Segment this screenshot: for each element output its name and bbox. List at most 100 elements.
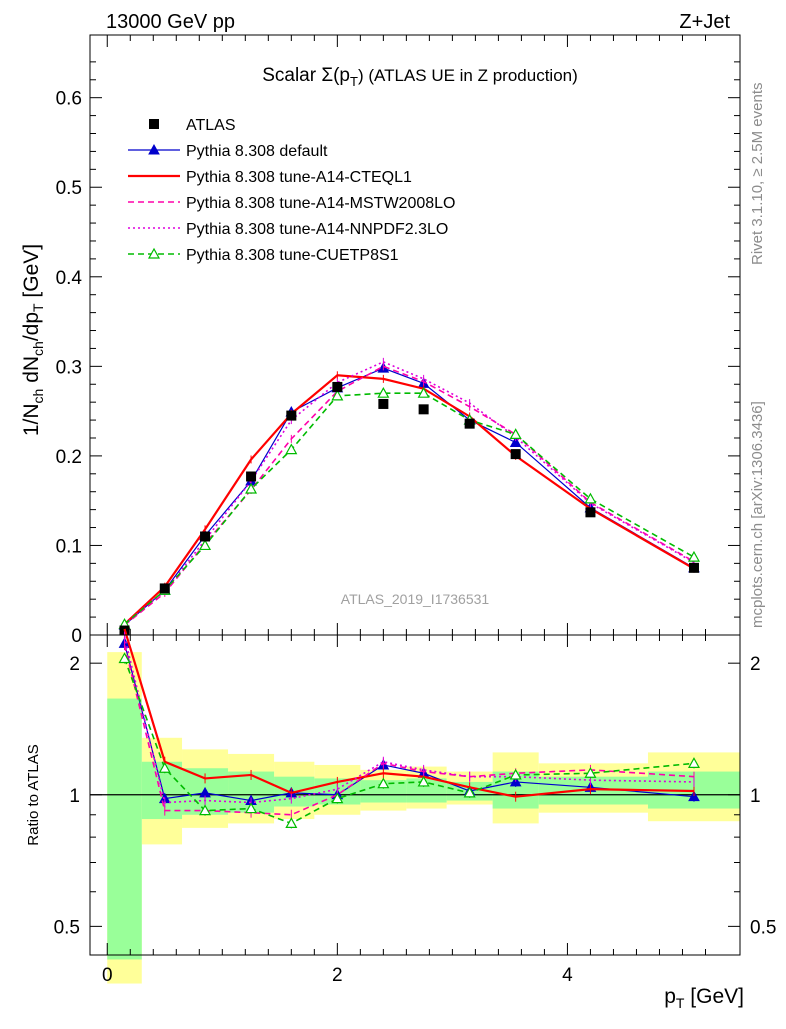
ratio-5-point-2 bbox=[158, 762, 171, 773]
y-tick-label: 0.5 bbox=[56, 178, 82, 199]
ratio-5-point-8 bbox=[417, 775, 430, 787]
series-5-point-12 bbox=[687, 550, 701, 562]
ylabel-part-4: ch bbox=[30, 341, 46, 356]
band-green-1 bbox=[107, 698, 142, 960]
ratio-5-point-5 bbox=[285, 817, 298, 829]
ratio-5-point-6 bbox=[331, 792, 344, 804]
band-green-7 bbox=[360, 780, 407, 803]
ratio-y-tick-label-right: 2 bbox=[750, 654, 761, 675]
ratio-line-2 bbox=[123, 628, 695, 798]
ratio-y-tick-label: 2 bbox=[69, 654, 80, 675]
chart-title-sub: T bbox=[350, 74, 358, 89]
y-tick-label: 0.3 bbox=[56, 357, 82, 378]
rivet-label: Rivet 3.1.10, ≥ 2.5M events bbox=[749, 83, 766, 266]
ratio-plot-panel: 0.5 1 2 0.5 1 2 0 2 4 Ratio to ATLAS pT [GeV] bbox=[25, 628, 776, 1011]
ratio-5-point-4 bbox=[245, 802, 258, 814]
atlas-point-10 bbox=[510, 449, 521, 460]
header-left: 13000 GeV pp bbox=[106, 11, 235, 33]
main-plot-content bbox=[118, 357, 701, 636]
x-tick-label: 4 bbox=[562, 965, 573, 986]
legend: ATLAS Pythia 8.308 default Pythia 8.308 tu… bbox=[128, 117, 455, 264]
ylabel-part-6: T bbox=[30, 303, 46, 312]
ratio-y-tick-labels-right: 0.5 1 2 bbox=[750, 654, 776, 938]
series-5-point-7 bbox=[377, 386, 390, 398]
atlas-point-3 bbox=[200, 531, 211, 542]
ratio-y-tick-label-right: 1 bbox=[750, 786, 761, 807]
ylabel-part-1: 1/N bbox=[20, 403, 43, 436]
series-5-point-11 bbox=[584, 492, 597, 504]
series-line-3 bbox=[124, 365, 695, 626]
x-tick-label: 2 bbox=[332, 965, 343, 986]
legend-label-2: Pythia 8.308 tune-A14-CTEQL1 bbox=[186, 169, 412, 186]
ratio-y-tick-label-right: 0.5 bbox=[750, 917, 776, 938]
x-tick-labels: 0 2 4 bbox=[102, 965, 573, 986]
legend-label-1: Pythia 8.308 default bbox=[186, 143, 328, 160]
atlas-point-5 bbox=[286, 410, 297, 421]
atlas-point-8 bbox=[418, 404, 429, 415]
ratio-plot-content bbox=[90, 628, 740, 984]
atlas-point-4 bbox=[246, 471, 257, 482]
series-5-point-8 bbox=[417, 386, 430, 398]
analysis-id: ATLAS_2019_I1736531 bbox=[341, 591, 490, 607]
ratio-y-tick-labels: 0.5 1 2 bbox=[54, 654, 80, 938]
xlabel-main: p bbox=[664, 985, 676, 1008]
ratio-y-tick-label: 1 bbox=[69, 786, 80, 807]
y-tick-label: 0.4 bbox=[56, 268, 83, 289]
y-tick-label: 0.2 bbox=[56, 447, 82, 468]
x-axis-label: pT [GeV] bbox=[664, 985, 744, 1011]
main-plot-panel: 00.10.20.30.40.50.6 Scalar Σ(pT) (ATLAS … bbox=[20, 34, 741, 647]
main-y-tick-labels: 0 0.1 0.2 0.3 0.4 0.5 0.6 bbox=[56, 89, 83, 647]
ratio-y-tick-label: 0.5 bbox=[54, 917, 80, 938]
series-line-2 bbox=[123, 374, 695, 626]
atlas-point-9 bbox=[464, 418, 475, 429]
legend-label-3: Pythia 8.308 tune-A14-MSTW2008LO bbox=[186, 195, 455, 212]
ratio-5-point-9 bbox=[463, 786, 476, 798]
y-tick-label: 0.1 bbox=[56, 536, 82, 557]
legend-marker-atlas bbox=[149, 119, 159, 129]
header-right: Z+Jet bbox=[679, 11, 730, 33]
y-axis-label: 1/Nch dNch/dpT [GeV] bbox=[20, 244, 46, 436]
atlas-point-7 bbox=[378, 398, 389, 409]
xlabel-tail: [GeV] bbox=[684, 985, 744, 1008]
ratio-plot-ticks bbox=[90, 635, 740, 955]
legend-marker-5 bbox=[147, 247, 161, 259]
series-5-point-6 bbox=[331, 389, 344, 401]
ratio-5-point-11 bbox=[584, 767, 597, 778]
ratio-y-axis-label: Ratio to ATLAS bbox=[25, 744, 42, 845]
x-tick-label: 0 bbox=[102, 965, 113, 986]
ratio-line-4 bbox=[123, 636, 694, 804]
chart-title-main: Scalar Σ(p bbox=[262, 65, 350, 86]
series-line-1 bbox=[124, 367, 695, 626]
ylabel-part-7: [GeV] bbox=[20, 244, 43, 304]
ylabel-part-3: dN bbox=[20, 356, 43, 389]
series-1-point-10 bbox=[509, 436, 522, 447]
ratio-line-3 bbox=[123, 644, 695, 816]
series-5-point-3 bbox=[199, 539, 212, 551]
ratio-line-5 bbox=[123, 658, 695, 825]
y-tick-label: 0.6 bbox=[56, 89, 82, 110]
mcplots-label: mcplots.cern.ch [arXiv:1306.3436] bbox=[749, 401, 766, 628]
ratio-5-point-10 bbox=[509, 768, 522, 780]
series-5-point-5 bbox=[285, 443, 298, 455]
ratio-5-point-3 bbox=[199, 804, 212, 816]
atlas-point-6 bbox=[332, 381, 343, 392]
chart-title-tail: ) (ATLAS UE in Z production) bbox=[358, 66, 578, 85]
legend-label-4: Pythia 8.308 tune-A14-NNPDF2.3LO bbox=[186, 221, 448, 238]
series-line-4 bbox=[124, 360, 695, 625]
ratio-5-point-7 bbox=[377, 777, 390, 789]
legend-label-5: Pythia 8.308 tune-CUETP8S1 bbox=[186, 247, 399, 264]
atlas-point-11 bbox=[585, 507, 596, 518]
legend-label-atlas: ATLAS bbox=[186, 117, 236, 134]
atlas-point-12 bbox=[688, 562, 699, 573]
series-line-5 bbox=[123, 392, 695, 625]
ratio-1-point-12 bbox=[688, 790, 700, 802]
ratio-5-point-12 bbox=[687, 757, 701, 768]
series-5-point-4 bbox=[245, 482, 258, 494]
ylabel-part-2: ch bbox=[30, 389, 46, 404]
atlas-point-2 bbox=[159, 583, 170, 594]
ylabel-part-5: /dp bbox=[20, 312, 43, 341]
xlabel-sub: T bbox=[676, 995, 685, 1011]
legend-marker-1 bbox=[148, 143, 160, 155]
